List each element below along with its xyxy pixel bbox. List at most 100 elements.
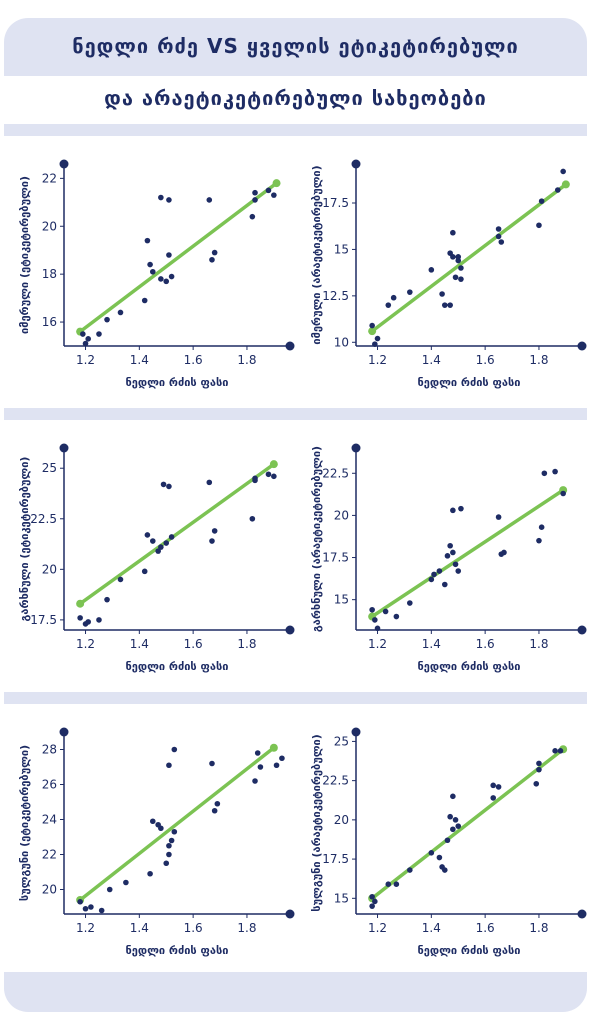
data-point [168,273,175,280]
data-point [163,860,170,867]
data-point [98,907,105,914]
data-point [372,341,378,347]
data-point [117,576,124,583]
x-axis-end-dot [285,341,295,351]
data-point [369,893,375,900]
data-point [560,168,566,175]
x-tick-label: 1.6 [476,637,495,651]
data-point [536,222,542,229]
data-point [209,760,215,767]
data-point [385,881,392,887]
data-point [557,748,564,754]
separator-top [4,124,587,136]
data-point [455,568,462,574]
x-tick-label: 1.8 [529,921,548,935]
data-point [450,229,456,236]
x-axis-end-dot [577,909,587,919]
chart-sulguni-unlabeled: 15 17.5 20 22.5 25 1.2 1.4 1.6 1.8 ნედლი რძის ფას… [310,727,587,957]
data-point [117,309,124,316]
data-point [495,514,502,520]
y-tick-label: 20 [42,883,57,897]
data-point [171,828,178,835]
data-point [369,606,375,613]
x-tick-label: 1.6 [184,921,203,935]
fit-line [370,182,568,333]
data-point [450,507,456,514]
y-tick-label: 22.5 [322,774,349,788]
x-tick-label: 1.2 [368,921,387,935]
y-tick-label: 25 [42,461,57,475]
data-point [439,291,445,297]
data-point [166,842,172,849]
data-point [209,538,215,544]
data-point [149,818,156,825]
fit-start-dot [368,327,377,336]
data-point [536,766,542,773]
x-tick-label: 1.2 [76,637,95,651]
y-tick-label: 15 [334,242,349,256]
data-point [374,625,381,632]
x-tick-label: 1.8 [529,637,548,651]
data-point [495,233,502,240]
data-point [552,748,558,754]
y-axis-end-dot [351,443,361,453]
title-line-2: და არაეტიკეტირებული სახეობები [104,86,487,110]
data-point [252,477,258,484]
x-tick-label: 1.6 [476,921,495,935]
data-point [495,226,502,232]
y-tick-label: 17.5 [322,196,349,210]
data-point [455,254,462,260]
data-point [385,302,392,308]
x-tick-label: 1.4 [422,921,441,935]
data-point [171,746,178,753]
data-point [407,600,413,606]
data-point [166,197,172,203]
data-point [211,807,218,814]
x-tick-label: 1.8 [529,353,548,367]
data-point [552,468,558,475]
y-tick-label: 10 [334,335,349,349]
data-point [374,335,381,342]
data-point [141,297,148,304]
y-tick-label: 22 [42,171,57,185]
x-axis-label: ნედლი რძის ფასი [126,660,229,673]
data-point [455,823,462,829]
x-tick-label: 1.2 [76,353,95,367]
y-axis-label: იმერული (ეტიკეტირებული) [18,176,31,334]
y-axis-end-dot [59,159,69,169]
data-point [104,316,110,323]
data-point [279,755,285,762]
chart-imeruli-labeled: 16 18 20 22 1.2 1.4 1.6 1.8 ნედლი რძის ფასი იმერუ… [18,159,295,389]
data-point [271,473,277,480]
x-axis-label: ნედლი რძის ფასი [418,944,521,957]
data-point [144,532,151,538]
data-point [444,837,451,844]
y-tick-label: 12.5 [322,289,349,303]
y-axis-label: გარხნული (არაეტიკეტირებული) [310,446,323,632]
data-point [85,336,92,342]
fit-line [370,488,565,619]
data-point [82,340,89,347]
data-point [458,276,464,282]
x-tick-label: 1.6 [476,353,495,367]
data-point [554,187,561,193]
data-point [369,322,375,329]
x-axis-label: ნედლი რძის ფასი [418,376,521,389]
data-point [254,750,261,756]
y-axis-label: სულგუნი (ეტიკეტირებული) [18,745,31,901]
y-axis-label: იმერული (არაეტიკეტირებული) [310,165,323,344]
x-tick-label: 1.2 [368,637,387,651]
data-point [271,192,277,198]
y-axis-end-dot [351,159,361,169]
data-point [158,825,164,832]
data-point [273,762,280,769]
data-point [96,617,102,623]
data-point [155,548,161,554]
data-point [158,194,164,201]
data-point [211,249,218,256]
y-tick-label: 15 [334,593,349,607]
data-point [206,479,213,486]
data-point [166,252,172,258]
x-axis-label: ნედლი რძის ფასი [126,944,229,957]
data-point [209,256,215,263]
